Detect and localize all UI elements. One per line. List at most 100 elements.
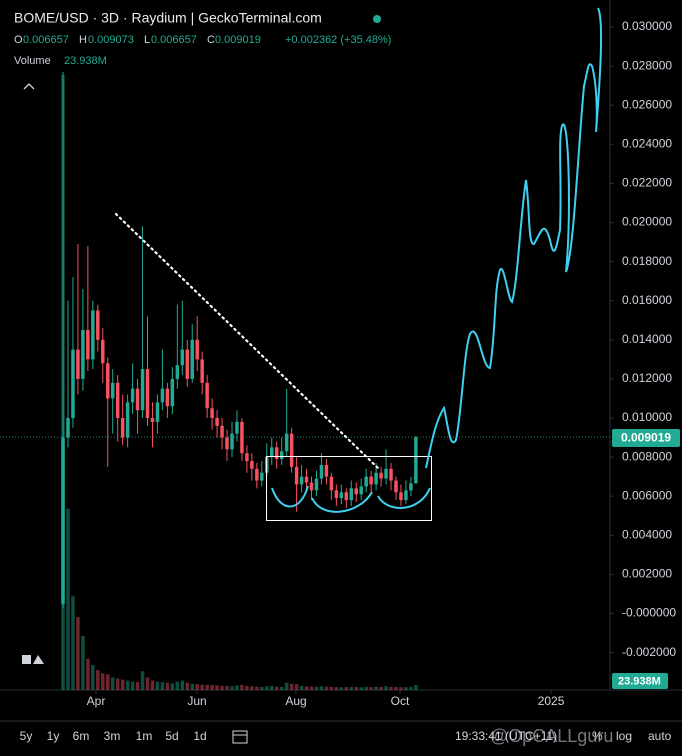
candle-body [255, 468, 259, 481]
trend-line-drawing [114, 212, 382, 472]
volume-bar [289, 683, 294, 690]
volume-bar [319, 686, 324, 690]
volume-bar [106, 674, 110, 690]
range-button[interactable]: 5y [20, 729, 33, 743]
x-tick-label: 2025 [538, 694, 565, 708]
candle-body [195, 339, 199, 360]
candle-body [364, 476, 368, 487]
candle-body [319, 464, 324, 479]
candle-body [135, 388, 140, 411]
volume-bar [81, 635, 85, 690]
y-tick-label: 0.008000 [622, 449, 672, 463]
volume-bar [299, 685, 304, 690]
volume-bar [195, 684, 199, 690]
y-tick-label: 0.024000 [622, 136, 672, 150]
candle-body [220, 425, 224, 438]
y-tick-label: 0.002000 [622, 567, 672, 581]
candle-body [140, 369, 145, 411]
volume-bar [309, 686, 314, 690]
scale-option[interactable]: log [616, 729, 632, 743]
candle-body [279, 451, 284, 460]
y-tick-label: 0.014000 [622, 332, 672, 346]
candle-body [215, 417, 219, 426]
projection-drawing [425, 7, 603, 469]
volume-bar [374, 686, 378, 690]
volume-bar [225, 685, 229, 690]
volume-bar [414, 685, 418, 690]
y-tick-label: 0.030000 [622, 19, 672, 33]
range-button[interactable]: 5d [165, 729, 178, 743]
candle-body [91, 310, 95, 360]
candle-body [394, 480, 398, 493]
candle-body [339, 492, 344, 499]
candle-body [205, 382, 209, 409]
candle-body [130, 388, 135, 403]
volume-bar [349, 686, 354, 690]
volume-bar [140, 671, 145, 690]
candle-body [284, 433, 289, 452]
y-tick-label: -0.002000 [622, 645, 676, 659]
scale-option[interactable]: auto [648, 729, 672, 743]
candle-body [344, 492, 349, 501]
y-tick-label: 0.022000 [622, 176, 672, 190]
volume-value: 23.938M [64, 55, 107, 67]
candle-body [150, 417, 155, 422]
range-button[interactable]: 1m [136, 729, 153, 743]
candle-body [120, 417, 125, 438]
candle-body [274, 447, 279, 460]
candle-body [374, 472, 378, 485]
candle-body [170, 378, 175, 407]
range-buttons: 5y 1y 6m 3m 1m 5d 1d [20, 729, 207, 743]
volume-bar [115, 678, 120, 690]
volume-bar [294, 684, 299, 690]
candle-body [369, 476, 373, 485]
volume-bar [359, 687, 363, 690]
candle-body [76, 349, 80, 379]
candle-body [180, 349, 185, 366]
volume-bar [110, 677, 115, 690]
volume-bar [175, 681, 180, 690]
candle-body [230, 433, 234, 450]
range-button[interactable]: 6m [73, 729, 90, 743]
x-tick-label: Apr [87, 694, 106, 708]
x-tick-label: Oct [391, 694, 410, 708]
collapse-icon[interactable] [23, 83, 35, 90]
candle-body [334, 490, 339, 499]
candle-body [294, 466, 299, 485]
volume-bar [314, 686, 319, 690]
volume-bar [190, 683, 194, 690]
volume-bar [91, 664, 95, 690]
candle-body [125, 402, 130, 438]
y-tick-label: 0.020000 [622, 215, 672, 229]
candle-body [66, 417, 70, 438]
volume-bar [210, 684, 214, 690]
volume-bar [101, 673, 105, 690]
volume-bar [125, 680, 130, 690]
calendar-icon[interactable] [232, 730, 248, 744]
candle-body [190, 339, 194, 379]
range-button[interactable]: 1y [47, 729, 60, 743]
volume-bar [334, 687, 339, 690]
volume-bar [76, 617, 80, 690]
watermark: @OpCALLguru [490, 726, 613, 746]
y-tick-label: 0.006000 [622, 488, 672, 502]
range-button[interactable]: 3m [104, 729, 121, 743]
candle-body [106, 363, 110, 399]
volume-bar [205, 684, 209, 690]
scale-option[interactable]: % [592, 729, 603, 743]
volume-bar [250, 686, 254, 690]
candle-body [240, 421, 244, 454]
y-tick-label: 0.004000 [622, 527, 672, 541]
volume-bar [96, 670, 100, 690]
y-tick-label: 0.018000 [622, 254, 672, 268]
candle-body [250, 461, 254, 469]
volume-bar [245, 685, 249, 690]
volume-bar [145, 677, 150, 690]
candle-body [101, 339, 105, 364]
candle-body [414, 437, 418, 484]
candle-body [329, 476, 334, 491]
change-label: +0.002362 (+35.48%) [285, 34, 391, 46]
candle-body [115, 382, 120, 418]
range-button[interactable]: 1d [193, 729, 206, 743]
